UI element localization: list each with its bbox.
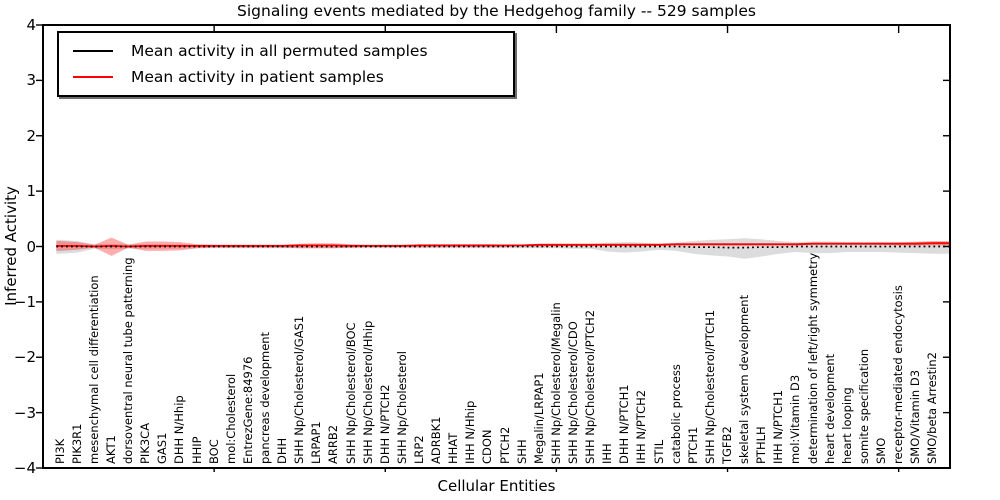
y-tick-label: 0	[26, 237, 36, 256]
x-tick-label: SHH	[514, 439, 529, 464]
x-tick-label: SHH Np/Cholesterol/PTCH1	[702, 309, 717, 464]
x-tick-label: AKT1	[103, 435, 118, 464]
legend-item-permuted: Mean activity in all permuted samples	[69, 38, 503, 64]
x-tick-label: TGFB2	[720, 426, 735, 464]
x-tick-label: DHH N/PTCH1	[617, 384, 632, 464]
x-tick-label: IHH N/Hhip	[463, 400, 478, 464]
y-tick-label: −2	[13, 348, 36, 367]
x-tick-label: SMO/Vitamin D3	[908, 369, 923, 464]
x-tick-label: GAS1	[155, 432, 170, 464]
x-tick-label: SHH Np/Cholesterol/PTCH2	[583, 309, 598, 464]
permuted-range-band	[56, 238, 951, 259]
x-tick-label: PI3K	[52, 438, 67, 464]
x-tick-label: SHH Np/Cholesterol	[394, 351, 409, 464]
x-tick-label: mol:Cholesterol	[223, 373, 238, 464]
x-tick-label: SHH Np/Cholesterol/CDO	[566, 321, 580, 464]
x-tick-label: LRP2	[411, 435, 426, 464]
x-tick-label: SMO	[874, 437, 889, 464]
legend-item-patient: Mean activity in patient samples	[69, 64, 503, 90]
x-tick-label: heart development	[822, 353, 837, 464]
x-tick-label: SHH Np/Cholesterol/Megalin	[548, 302, 563, 464]
permuted-mean-line	[56, 245, 950, 249]
x-tick-label: PTHLH	[754, 426, 769, 464]
x-tick-label: somite specification	[856, 348, 871, 464]
legend-label-patient: Mean activity in patient samples	[131, 68, 384, 86]
x-tick-label: determination of left/right symmetry	[805, 252, 820, 464]
x-tick-label: mesenchymal cell differentiation	[86, 275, 101, 464]
x-tick-label: SHH Np/Cholesterol/Hhip	[360, 320, 375, 464]
x-tick-label: mol:Vitamin D3	[788, 374, 803, 464]
x-tick-label: SHH Np/Cholesterol/BOC	[343, 322, 358, 464]
y-tick-label: 2	[26, 126, 36, 145]
x-tick-label: IHH N/PTCH2	[634, 389, 649, 464]
y-tick-label: −4	[13, 459, 36, 477]
x-tick-label: pancreas development	[257, 331, 272, 464]
x-tick-label: ARRB2	[326, 424, 341, 464]
x-tick-label: heart looping	[839, 387, 854, 464]
x-axis-label: Cellular Entities	[437, 477, 556, 495]
x-tick-label: DHH N/Hhip	[172, 395, 187, 464]
y-tick-label: 4	[26, 16, 36, 34]
y-tick-label: 1	[26, 182, 36, 201]
x-tick-label: PTCH2	[497, 426, 512, 464]
patient-line-swatch	[73, 76, 113, 78]
x-tick-label: PIK3R1	[69, 423, 84, 465]
x-tick-label: STIL	[651, 439, 666, 464]
x-tick-label: skeletal system development	[737, 294, 752, 464]
plot-area	[36, 24, 951, 472]
x-tick-label: LRPAP1	[309, 421, 324, 464]
x-tick-label: SMO/beta Arrestin2	[925, 352, 940, 464]
x-tick-label: PIK3CA	[138, 422, 153, 464]
chart-title: Signaling events mediated by the Hedgeho…	[237, 2, 756, 20]
x-tick-label: EntrezGene:84976	[240, 356, 255, 464]
legend-label-permuted: Mean activity in all permuted samples	[131, 42, 428, 60]
x-tick-label: dorsoventral neural tube patterning	[121, 257, 136, 464]
x-tick-label: catabolic process	[668, 364, 683, 464]
x-tick-label: PTCH1	[685, 426, 700, 464]
x-tick-label: HHAT	[446, 432, 461, 464]
x-tick-label: receptor-mediated endocytosis	[891, 285, 906, 464]
y-tick-label: −3	[13, 403, 36, 422]
x-tick-label: SHH Np/Cholesterol/GAS1	[292, 315, 307, 464]
x-tick-label: DHH	[275, 437, 290, 464]
x-tick-label: HHIP	[189, 436, 204, 464]
legend: Mean activity in all permuted samples Me…	[57, 31, 515, 97]
x-tick-label: CDON	[480, 429, 495, 464]
x-tick-label: ADRBK1	[429, 416, 444, 464]
x-tick-label: BOC	[206, 439, 221, 464]
y-tick-label: −1	[13, 292, 36, 311]
x-tick-label: IHH	[600, 443, 615, 464]
permuted-line-swatch	[73, 50, 113, 52]
x-tick-label: DHH N/PTCH2	[377, 384, 392, 464]
y-tick-label: 3	[26, 71, 36, 90]
x-tick-label: IHH N/PTCH1	[771, 389, 786, 464]
x-tick-label: Megalin/LRPAP1	[531, 372, 546, 464]
